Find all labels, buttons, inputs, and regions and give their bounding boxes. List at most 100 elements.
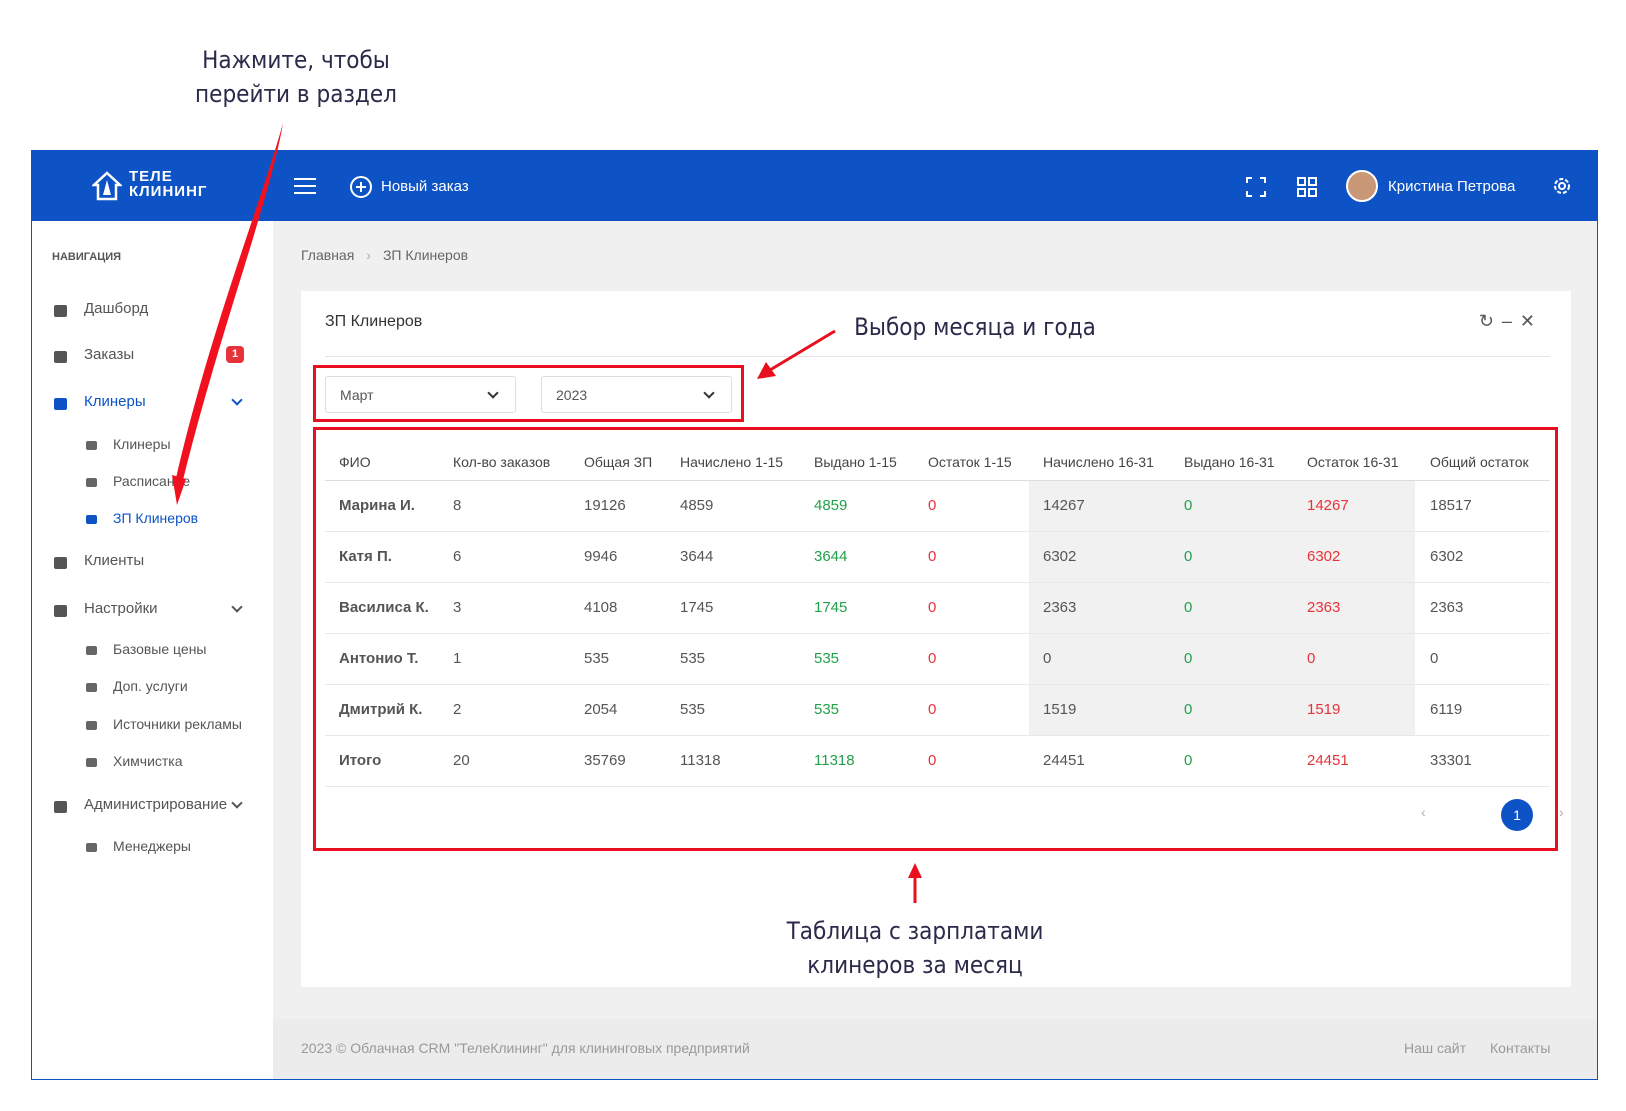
cell: 1519	[1307, 701, 1341, 718]
footer-link[interactable]: Наш сайт	[1404, 1040, 1467, 1056]
row-name: Дмитрий К.	[339, 701, 423, 718]
cell: 3	[453, 599, 462, 616]
cell: 0	[1184, 599, 1193, 616]
logo: ТЕЛЕ КЛИНИНГ	[129, 168, 208, 200]
menu-toggle[interactable]	[294, 176, 316, 196]
new-order[interactable]: Новый заказ	[381, 178, 469, 195]
column-header: Остаток 16-31	[1307, 454, 1399, 470]
next-page[interactable]: ›	[1559, 804, 1564, 820]
nav-sub-icon	[86, 478, 97, 487]
cell: 535	[680, 701, 706, 718]
cell: 0	[928, 599, 937, 616]
cell: 2054	[584, 701, 618, 718]
nav-sub-item[interactable]: ЗП Клинеров	[113, 510, 199, 526]
column-header: Выдано 16-31	[1184, 454, 1275, 470]
shaded-cell	[1029, 685, 1415, 735]
apps[interactable]	[1297, 177, 1317, 197]
fullscreen[interactable]	[1246, 177, 1266, 197]
nav-sub-item[interactable]: Клинеры	[113, 436, 171, 452]
cell: 2363	[1043, 599, 1077, 616]
column-header: ФИО	[339, 454, 371, 470]
page-button[interactable]: 1	[1501, 799, 1533, 831]
cell: 0	[1184, 650, 1193, 667]
cell: 2363	[1307, 599, 1341, 616]
header: ТЕЛЕ КЛИНИНГ Новый заказ Кристина Петрова	[32, 151, 1597, 221]
cell: 6302	[1043, 548, 1077, 565]
nav-sub-icon	[86, 515, 97, 524]
badge: 1	[226, 346, 244, 363]
nav-sub-item[interactable]: Расписание	[113, 473, 191, 489]
cell: 0	[1184, 548, 1193, 565]
nav-sub-icon	[86, 758, 97, 767]
cell: 6302	[1430, 548, 1464, 565]
prev-page[interactable]: ‹	[1421, 804, 1426, 820]
cell: 3644	[680, 548, 714, 565]
nav-icon	[54, 801, 67, 813]
crumb[interactable]: Главная	[301, 247, 355, 263]
row-name: Итого	[339, 752, 382, 769]
nav-sub-item[interactable]: Доп. услуги	[113, 678, 188, 694]
cell: 535	[680, 650, 706, 667]
user-name[interactable]: Кристина Петрова	[1388, 178, 1516, 195]
month-select[interactable]: Март	[325, 376, 516, 413]
cell: 535	[814, 701, 840, 718]
nav-item[interactable]: Дашборд	[84, 300, 149, 317]
cell: 0	[928, 701, 937, 718]
plus-icon[interactable]	[349, 175, 373, 199]
crumb: ЗП Клинеров	[382, 247, 469, 263]
highlight-box	[313, 427, 1558, 851]
cell: 0	[928, 548, 937, 565]
breadcrumb: Главная › ЗП Клинеров	[301, 247, 469, 263]
cell: 0	[928, 650, 937, 667]
cell: 0	[1184, 497, 1193, 514]
avatar[interactable]	[1346, 170, 1378, 202]
card: ЗП Клинеров ↻–✕ Март 2023 ФИО Кол-во зака…	[301, 291, 1571, 987]
nav-sub-item[interactable]: Базовые цены	[113, 641, 207, 657]
nav-item[interactable]: Клиенты	[84, 552, 145, 569]
shaded-cell	[1029, 481, 1415, 531]
nav-sub-item[interactable]: Источники рекламы	[113, 716, 242, 732]
cell: 6302	[1307, 548, 1341, 565]
arrow	[176, 123, 283, 480]
footer-link[interactable]: Контакты	[1490, 1040, 1551, 1056]
cell: 1519	[1043, 701, 1077, 718]
cell: 6119	[1430, 701, 1463, 718]
cell: 0	[1043, 650, 1052, 667]
cell: 24451	[1307, 752, 1349, 769]
card-title: ЗП Клинеров	[325, 313, 423, 330]
shaded-cell	[1029, 634, 1415, 684]
arrow-head	[757, 362, 776, 379]
nav-sub-item[interactable]: Менеджеры	[113, 838, 191, 854]
cell: 33301	[1430, 752, 1472, 769]
nav-sub-item[interactable]: Химчистка	[113, 753, 183, 769]
card-tools[interactable]: ↻–✕	[1478, 311, 1543, 331]
nav-item[interactable]: Заказы	[84, 346, 135, 363]
cell: 19126	[584, 497, 626, 514]
nav-item[interactable]: Настройки	[84, 600, 158, 617]
row-line	[325, 633, 1550, 634]
cell: 9946	[584, 548, 618, 565]
row-name: Антонио Т.	[339, 650, 419, 667]
cell: 35769	[584, 752, 626, 769]
highlight-box	[313, 365, 744, 422]
year-select[interactable]: 2023	[541, 376, 732, 413]
cell: 8	[453, 497, 462, 514]
footer: 2023 © Облачная CRM "ТелеКлининг" для кл…	[273, 1019, 1597, 1079]
column-header: Начислено 1-15	[680, 454, 784, 470]
nav-item[interactable]: Администрирование	[84, 796, 228, 813]
cell: 0	[1307, 650, 1316, 667]
settings[interactable]	[1551, 175, 1573, 197]
cell: 2363	[1430, 599, 1464, 616]
row-line	[325, 786, 1550, 787]
nav-icon	[54, 557, 67, 569]
nav-icon	[54, 305, 67, 317]
cell: 1	[453, 650, 462, 667]
nav-item[interactable]: Клинеры	[84, 393, 146, 410]
shaded-cell	[1029, 532, 1415, 582]
cell: 0	[928, 752, 937, 769]
cell: 1745	[680, 599, 714, 616]
annotation: Выбор месяца и года	[854, 313, 1096, 341]
arrow-head	[172, 475, 186, 505]
annotation: Нажмите, чтобы перейти в раздел	[195, 46, 397, 108]
